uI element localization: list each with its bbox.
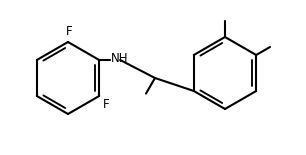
Text: F: F (66, 25, 72, 38)
Text: NH: NH (111, 53, 129, 66)
Text: F: F (103, 98, 110, 111)
